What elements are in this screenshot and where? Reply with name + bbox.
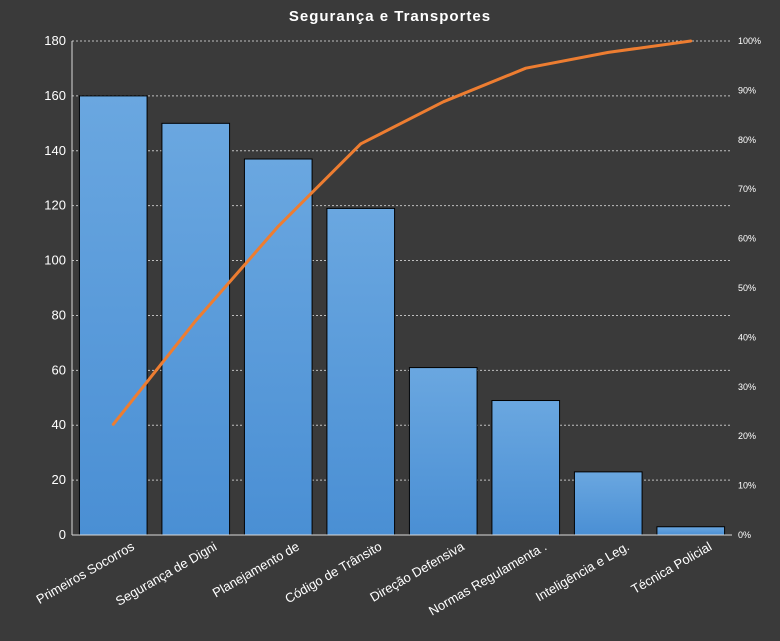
y2-tick-label: 30% — [738, 382, 756, 392]
y2-tick-label: 50% — [738, 283, 756, 293]
y-tick-label: 60 — [52, 362, 66, 377]
bar — [326, 207, 396, 536]
y-tick-label: 160 — [44, 88, 66, 103]
cumulative-line — [111, 39, 693, 426]
bar — [656, 526, 726, 536]
x-tick-label: Técnica Policial — [629, 539, 715, 597]
bar — [161, 122, 231, 536]
y2-tick-label: 60% — [738, 234, 756, 244]
y-tick-label: 100 — [44, 253, 66, 268]
y-tick-label: 80 — [52, 307, 66, 322]
y-tick-label: 140 — [44, 143, 66, 158]
y-tick-label: 180 — [44, 33, 66, 48]
y2-tick-label: 80% — [738, 135, 756, 145]
y-tick-label: 20 — [52, 472, 66, 487]
y2-tick-label: 10% — [738, 481, 756, 491]
y-tick-label: 40 — [52, 417, 66, 432]
bar — [491, 400, 561, 536]
y-tick-label: 120 — [44, 198, 66, 213]
bars — [78, 95, 726, 536]
y2-tick-label: 20% — [738, 431, 756, 441]
x-tick-label: Inteligência e Leg. — [533, 539, 632, 605]
bar — [78, 95, 148, 536]
y2-tick-label: 70% — [738, 184, 756, 194]
y2-tick-label: 90% — [738, 85, 756, 95]
chart-title: Segurança e Transportes — [288, 8, 492, 25]
cumulative-line-path — [111, 39, 693, 426]
y2-tick-label: 40% — [738, 332, 756, 342]
bar — [243, 158, 313, 536]
y2-tick-label: 100% — [738, 36, 761, 46]
bar — [573, 471, 643, 536]
bar — [408, 367, 478, 536]
y2-tick-label: 0% — [738, 530, 751, 540]
y-tick-label: 0 — [59, 527, 66, 542]
